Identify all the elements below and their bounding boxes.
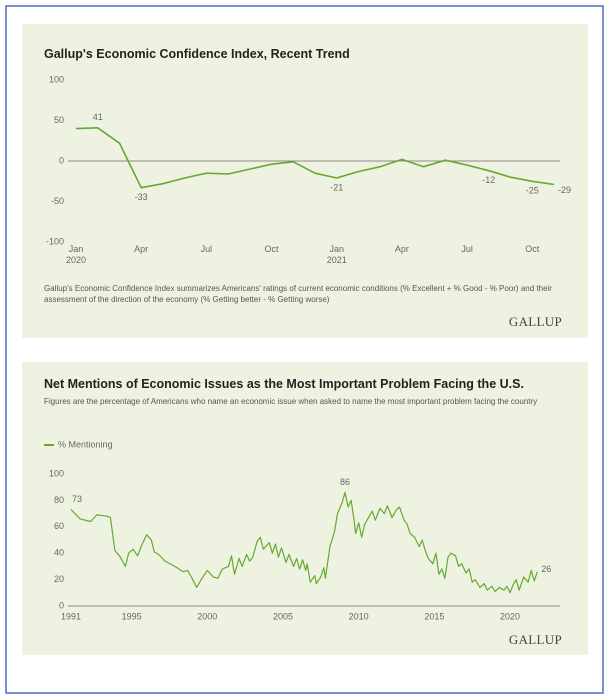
legend-label: % Mentioning <box>58 439 113 449</box>
data-label: 26 <box>541 564 551 574</box>
y-tick-label: -50 <box>51 196 64 206</box>
subtitle: Figures are the percentage of Americans … <box>44 397 538 406</box>
x-tick-label: 1991 <box>61 611 81 621</box>
chart-title: Net Mentions of Economic Issues as the M… <box>44 377 524 391</box>
y-tick-label: 20 <box>54 574 64 584</box>
y-tick-label: 100 <box>49 468 64 478</box>
data-label: -12 <box>482 175 495 185</box>
x-tick-label: Apr <box>134 244 149 254</box>
y-tick-label: -100 <box>46 236 64 246</box>
x-tick-label: 2010 <box>349 611 369 621</box>
data-label: -21 <box>330 182 343 192</box>
data-line <box>70 491 538 594</box>
data-label: 73 <box>72 494 82 504</box>
data-label: -33 <box>135 192 148 202</box>
x-tick-label: Oct <box>264 244 279 254</box>
x-tick-label: 2005 <box>273 611 293 621</box>
y-tick-label: 0 <box>59 155 64 165</box>
data-line <box>75 127 555 189</box>
data-label: -25 <box>526 186 539 196</box>
x-tick-label: Oct <box>525 244 540 254</box>
data-label: -29 <box>558 185 571 195</box>
x-tick-label: Jul <box>200 244 213 254</box>
chart-title: Gallup's Economic Confidence Index, Rece… <box>44 47 350 61</box>
data-label: 41 <box>93 112 103 122</box>
logo: GALLUP <box>508 314 562 329</box>
x-tick-label: 2000 <box>197 611 217 621</box>
y-tick-label: 40 <box>54 548 64 558</box>
data-label: 86 <box>340 477 350 487</box>
x-tick-label: Apr <box>394 244 409 254</box>
logo: GALLUP <box>508 632 562 647</box>
y-tick-label: 100 <box>49 74 64 84</box>
x-tick-label: Jan 2021 <box>326 244 347 265</box>
x-tick-label: Jan 2020 <box>65 244 87 265</box>
x-tick-label: 1995 <box>122 611 142 621</box>
frame <box>5 5 604 694</box>
x-tick-label: Jul <box>461 244 473 254</box>
x-tick-label: 2015 <box>424 611 444 621</box>
note: Gallup's Economic Confidence Index summa… <box>44 284 552 304</box>
y-tick-label: 60 <box>54 521 64 531</box>
x-tick-label: 2020 <box>500 611 520 621</box>
y-tick-label: 50 <box>54 115 64 125</box>
y-tick-label: 0 <box>59 600 64 610</box>
y-tick-label: 80 <box>54 495 64 505</box>
panel <box>22 24 588 338</box>
